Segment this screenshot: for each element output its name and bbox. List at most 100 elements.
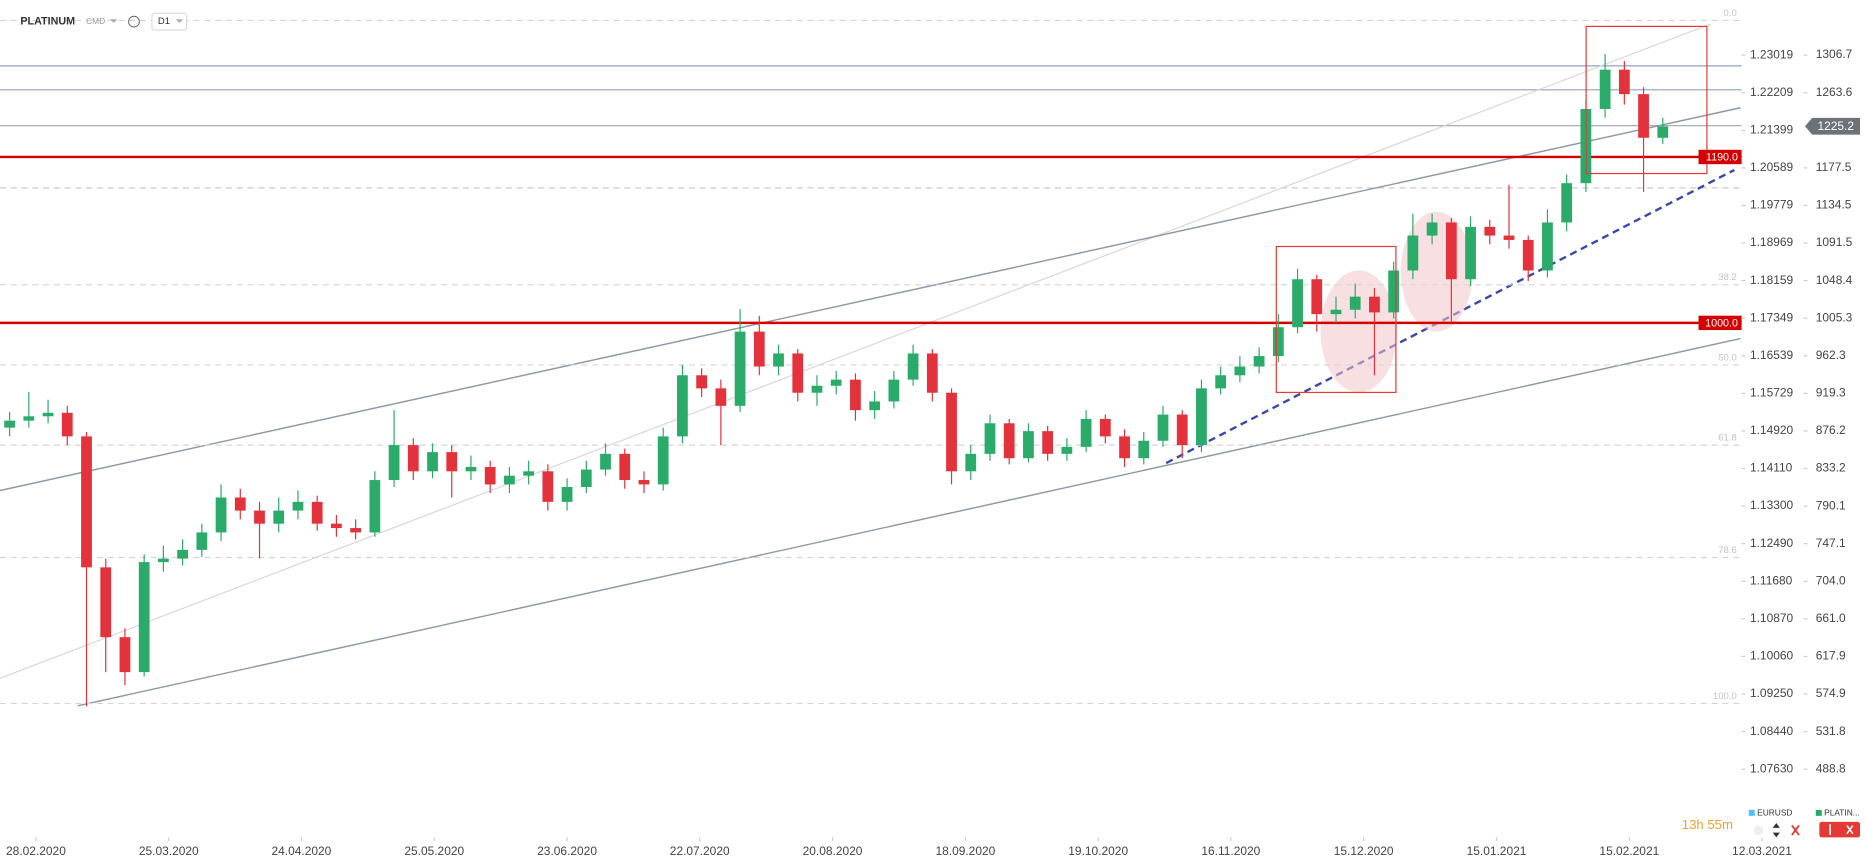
y-tick-label: 962.3 xyxy=(1816,348,1846,362)
candle-body xyxy=(542,471,554,502)
y-tick-label: 1091.5 xyxy=(1816,235,1853,249)
candles xyxy=(4,53,1669,707)
candle-body xyxy=(1215,375,1227,389)
fib-label: 38.2 xyxy=(1718,272,1737,283)
drawings xyxy=(0,19,1742,707)
y-tick-label: 617.9 xyxy=(1816,649,1846,663)
candle-body xyxy=(158,558,169,563)
last-price-tag xyxy=(1804,117,1861,135)
candle-body xyxy=(1234,366,1246,376)
candle-body xyxy=(119,637,131,673)
candle-body xyxy=(138,562,150,673)
candle-body xyxy=(484,466,496,485)
axes: 0.0 38.2 50.0 61.8 78.6 100.0 1190.0 1000.0 1306… xyxy=(6,8,1861,858)
y2-tick-label: 1.22209 xyxy=(1750,85,1794,99)
y-tick-label: 1177.5 xyxy=(1816,160,1852,174)
candle-body xyxy=(1426,222,1438,236)
interval-box[interactable] xyxy=(151,12,188,31)
candle-body xyxy=(273,510,285,524)
highlight-box xyxy=(1275,245,1397,394)
symbol: PLATINUM xyxy=(20,15,75,27)
level-tag xyxy=(1698,315,1742,331)
y-tick-label: 1306.7 xyxy=(1816,47,1853,61)
y2-tick-label: 1.09250 xyxy=(1750,686,1794,700)
candle-body xyxy=(888,379,900,402)
candle-body xyxy=(369,480,381,533)
footer: 13h 55m xyxy=(1682,817,1861,838)
highlight-ellipse xyxy=(1320,270,1398,393)
sort-icon[interactable] xyxy=(1772,823,1780,838)
x-tick-label: 20.08.2020 xyxy=(803,844,863,858)
candle-body xyxy=(388,445,400,481)
candle-body xyxy=(1657,126,1669,138)
candle-body xyxy=(792,353,804,393)
y2-tick-label: 1.10870 xyxy=(1750,611,1794,625)
trend-line xyxy=(0,23,1711,679)
legend-swatch xyxy=(1748,809,1755,816)
candle-body xyxy=(1369,296,1380,313)
y-tick-label: 1134.5 xyxy=(1816,198,1852,212)
market[interactable]: CMD xyxy=(86,16,105,26)
y-tick-label: 790.1 xyxy=(1816,498,1846,512)
candle-body xyxy=(753,331,765,367)
fib-label: 0.0 xyxy=(1724,8,1737,19)
legend-swatch xyxy=(1815,809,1822,816)
fib-label: 78.6 xyxy=(1718,545,1737,556)
x-tick-label: 18.09.2020 xyxy=(935,844,995,858)
candle-body xyxy=(1099,418,1111,437)
candle-body xyxy=(61,412,73,437)
candle-body xyxy=(773,353,784,367)
x-tick-label: 15.02.2021 xyxy=(1599,844,1659,858)
candle-body xyxy=(638,480,650,485)
y2-tick-label: 1.23019 xyxy=(1750,47,1794,61)
eye-icon[interactable] xyxy=(1753,825,1764,836)
candle-body xyxy=(1484,226,1496,236)
candle-body xyxy=(1542,222,1553,271)
candle-body xyxy=(427,452,438,472)
candle-body xyxy=(600,453,611,470)
candle-body xyxy=(1292,279,1303,328)
interval[interactable]: D1 xyxy=(158,16,170,27)
y2-tick-label: 1.16539 xyxy=(1750,348,1794,362)
remove-button[interactable] xyxy=(1819,821,1861,838)
level-tag xyxy=(1698,149,1742,165)
y-tick-label: 833.2 xyxy=(1816,461,1846,475)
candle-body xyxy=(331,523,342,529)
timer: 13h 55m xyxy=(1682,817,1733,832)
candle-body xyxy=(1599,69,1611,109)
y2-tick-label: 1.19779 xyxy=(1750,198,1794,212)
y-tick-label: 876.2 xyxy=(1816,423,1846,437)
candle-body xyxy=(1561,183,1573,223)
info-icon[interactable] xyxy=(128,15,140,28)
candle-body xyxy=(1522,239,1534,271)
last-price-label: 1225.2 xyxy=(1817,119,1854,133)
candle-body xyxy=(619,453,631,481)
candle-body xyxy=(965,453,977,472)
candle-body xyxy=(81,436,92,568)
x-tick-label: 24.04.2020 xyxy=(272,844,332,858)
y-tick-label: 661.0 xyxy=(1816,611,1846,625)
candle-body xyxy=(4,420,15,428)
x-tick-label: 12.03.2021 xyxy=(1732,844,1792,858)
candle-body xyxy=(446,452,458,472)
candle-body xyxy=(177,549,189,559)
candle-body xyxy=(1138,440,1150,459)
y-tick-label: 704.0 xyxy=(1816,573,1846,587)
x-tick-label: 16.11.2020 xyxy=(1201,844,1260,858)
y2-tick-label: 1.14920 xyxy=(1750,423,1794,437)
legend-label: EURUSD xyxy=(1757,808,1792,818)
candle-body xyxy=(1407,235,1419,271)
close-icon[interactable] xyxy=(1791,824,1800,836)
level-label: 1000.0 xyxy=(1705,317,1738,329)
boxes xyxy=(1275,25,1708,394)
x-tick-label: 15.12.2020 xyxy=(1334,844,1394,858)
candle-body xyxy=(42,412,54,417)
y2-tick-label: 1.08440 xyxy=(1750,724,1794,738)
candle-body xyxy=(1023,431,1034,459)
candle-body xyxy=(292,501,304,511)
candle-body xyxy=(523,471,535,476)
candle-body xyxy=(696,375,708,389)
candle-body xyxy=(1253,356,1265,367)
